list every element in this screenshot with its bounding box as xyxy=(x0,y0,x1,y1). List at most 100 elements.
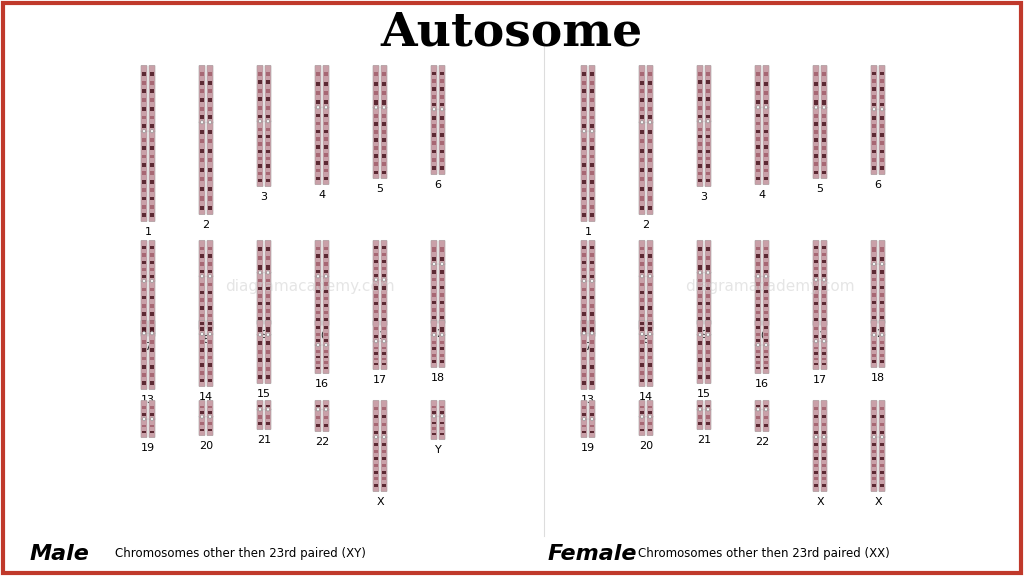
Ellipse shape xyxy=(142,332,145,335)
Bar xyxy=(872,478,876,480)
Bar xyxy=(151,260,154,264)
Bar xyxy=(258,302,262,305)
Bar xyxy=(266,286,269,290)
Bar xyxy=(382,170,386,174)
FancyBboxPatch shape xyxy=(439,320,445,336)
Bar xyxy=(764,177,768,180)
Bar xyxy=(590,180,594,184)
Ellipse shape xyxy=(151,332,154,335)
Ellipse shape xyxy=(872,333,876,336)
Bar xyxy=(590,246,594,249)
Bar xyxy=(881,286,884,289)
Bar xyxy=(590,413,594,416)
Bar xyxy=(142,72,145,76)
Bar xyxy=(440,71,443,75)
Bar xyxy=(764,339,768,342)
Text: 4: 4 xyxy=(318,190,326,200)
Bar xyxy=(707,327,710,332)
Bar xyxy=(201,322,204,325)
Bar xyxy=(640,379,644,382)
Ellipse shape xyxy=(583,332,586,335)
Bar xyxy=(707,89,710,93)
Bar xyxy=(201,139,204,143)
Bar xyxy=(201,298,204,302)
Bar xyxy=(583,246,586,249)
Bar xyxy=(151,154,154,158)
FancyBboxPatch shape xyxy=(763,275,769,326)
Bar xyxy=(440,150,443,153)
Bar xyxy=(432,103,436,107)
Ellipse shape xyxy=(209,120,211,124)
Bar xyxy=(590,340,594,344)
Bar xyxy=(881,443,884,446)
Bar xyxy=(822,302,825,305)
Bar xyxy=(325,290,328,293)
Bar xyxy=(707,157,710,160)
Bar xyxy=(757,270,760,274)
Bar xyxy=(757,416,760,419)
Bar xyxy=(201,270,204,274)
Bar xyxy=(382,91,386,95)
Bar xyxy=(432,166,436,170)
Bar xyxy=(432,308,436,312)
Bar xyxy=(814,443,818,446)
FancyBboxPatch shape xyxy=(148,400,155,420)
Bar xyxy=(764,145,768,149)
FancyBboxPatch shape xyxy=(207,65,213,123)
Bar xyxy=(142,89,145,93)
Bar xyxy=(640,187,644,191)
FancyBboxPatch shape xyxy=(257,240,263,274)
Bar xyxy=(648,158,651,162)
FancyBboxPatch shape xyxy=(705,320,711,335)
Bar xyxy=(707,302,710,305)
Bar xyxy=(142,312,145,316)
Bar xyxy=(583,357,586,361)
Bar xyxy=(872,464,876,467)
Ellipse shape xyxy=(316,408,319,411)
Bar xyxy=(432,87,436,91)
Bar xyxy=(757,114,760,118)
Bar xyxy=(382,130,386,134)
Bar xyxy=(822,363,825,365)
Ellipse shape xyxy=(383,278,385,282)
Bar xyxy=(440,347,443,350)
Bar xyxy=(583,340,586,344)
Bar xyxy=(142,107,145,111)
Bar xyxy=(764,138,768,141)
Bar xyxy=(201,196,204,200)
Bar xyxy=(432,150,436,153)
Bar xyxy=(822,286,825,290)
Bar xyxy=(382,286,386,290)
Bar xyxy=(822,415,825,418)
Text: 13: 13 xyxy=(581,395,595,405)
Text: Female: Female xyxy=(548,544,638,564)
Ellipse shape xyxy=(815,435,817,439)
Bar xyxy=(151,413,154,416)
Bar xyxy=(590,138,594,142)
Bar xyxy=(698,294,701,298)
Bar xyxy=(814,302,818,305)
Bar xyxy=(590,295,594,300)
FancyBboxPatch shape xyxy=(589,400,595,420)
Bar xyxy=(881,150,884,153)
Bar xyxy=(258,179,262,182)
Bar xyxy=(382,162,386,166)
Bar xyxy=(764,100,768,104)
Bar xyxy=(151,163,154,167)
Ellipse shape xyxy=(316,343,319,347)
FancyBboxPatch shape xyxy=(879,65,885,110)
Bar xyxy=(374,484,378,487)
Bar xyxy=(583,425,586,427)
FancyBboxPatch shape xyxy=(439,415,445,440)
Bar xyxy=(707,150,710,153)
Bar xyxy=(382,154,386,158)
Bar xyxy=(151,268,154,271)
FancyBboxPatch shape xyxy=(257,272,263,325)
Bar xyxy=(374,146,378,150)
Bar xyxy=(640,158,644,162)
Bar xyxy=(640,327,644,331)
Bar xyxy=(208,81,212,85)
Bar xyxy=(151,312,154,316)
FancyBboxPatch shape xyxy=(763,400,769,410)
Bar xyxy=(881,293,884,297)
